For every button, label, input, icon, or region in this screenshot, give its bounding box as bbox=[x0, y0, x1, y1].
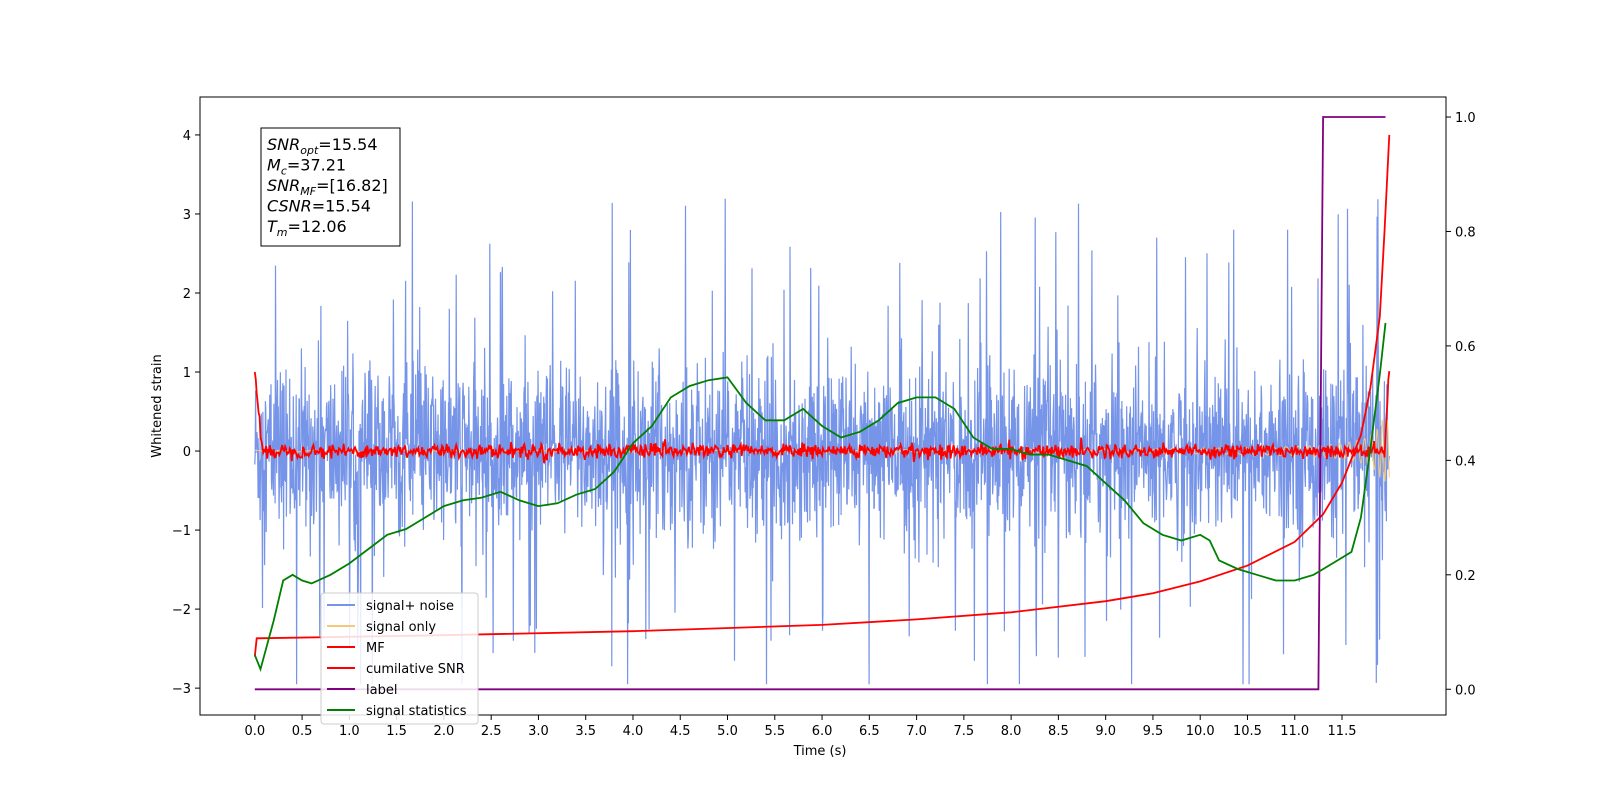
legend-entry: signal+ noise bbox=[327, 599, 454, 614]
annotation-line: Mc=37.21 bbox=[267, 156, 346, 178]
y-tick-label: 1 bbox=[183, 366, 191, 381]
x-tick-label: 11.5 bbox=[1328, 724, 1357, 739]
series-label bbox=[254, 116, 1386, 691]
series-layer bbox=[253, 116, 1391, 691]
x-tick-label: 4.5 bbox=[670, 724, 691, 739]
annotation-line: Tm=12.06 bbox=[267, 217, 347, 239]
annotation-value: =15.54 bbox=[312, 197, 371, 216]
y-tick-label: 4 bbox=[183, 129, 191, 144]
x-tick-label: 1.5 bbox=[386, 724, 407, 739]
y-tick-label: −3 bbox=[172, 682, 191, 697]
x-tick-label: 8.0 bbox=[1001, 724, 1022, 739]
annotation-subscript: MF bbox=[300, 185, 316, 198]
annotation-line: SNRopt=15.54 bbox=[267, 135, 378, 157]
y-tick-label: −2 bbox=[172, 603, 191, 618]
legend-label: signal+ noise bbox=[366, 599, 454, 614]
annotation-subscript: opt bbox=[300, 144, 319, 157]
annotation-symbol: M bbox=[267, 156, 281, 175]
x-axis: 0.0 0.5 1.0 1.5 2.0 2.5 3.0 3.5 4.0 4.5 5.0 5.5 6.0 6… bbox=[244, 715, 1356, 739]
annotation-symbol: SNR bbox=[267, 176, 300, 195]
y2-tick-label: 0.0 bbox=[1455, 683, 1476, 698]
series-signal-statistics bbox=[253, 322, 1387, 673]
legend-frame bbox=[320, 592, 479, 725]
x-tick-label: 5.5 bbox=[764, 724, 785, 739]
y-tick-label: 0 bbox=[183, 445, 191, 460]
x-tick-label: 6.5 bbox=[859, 724, 880, 739]
y2-tick-label: 0.2 bbox=[1455, 569, 1476, 584]
x-tick-label: 7.5 bbox=[954, 724, 975, 739]
x-tick-label: 3.0 bbox=[528, 724, 549, 739]
legend-label: label bbox=[366, 683, 397, 698]
x-tick-label: 11.0 bbox=[1280, 724, 1309, 739]
y2-axis: 0.0 0.2 0.4 0.6 0.8 1.0 bbox=[1446, 111, 1476, 698]
annotation-symbol: T bbox=[267, 217, 278, 236]
y-axis-label: Whitened strain bbox=[150, 354, 165, 457]
legend-entry: label bbox=[327, 683, 397, 698]
series-mf bbox=[253, 370, 1391, 464]
legend-entry: MF bbox=[327, 641, 385, 656]
y-axis: −3 −2 −1 0 1 2 3 4 bbox=[172, 129, 200, 697]
y-tick-label: 2 bbox=[183, 287, 191, 302]
x-tick-label: 0.5 bbox=[292, 724, 313, 739]
x-tick-label: 6.0 bbox=[812, 724, 833, 739]
annotation-symbol: SNR bbox=[267, 135, 300, 154]
plot-frame bbox=[199, 96, 1447, 716]
annotation-subscript: c bbox=[281, 165, 287, 178]
annotation-value: =[16.82] bbox=[316, 176, 388, 195]
series-cumulative-snr bbox=[253, 134, 1391, 657]
x-tick-label: 2.5 bbox=[481, 724, 502, 739]
series-signal-noise bbox=[254, 198, 1390, 685]
annotation-value: =12.06 bbox=[288, 217, 347, 236]
annotation-value: =15.54 bbox=[318, 135, 377, 154]
x-tick-label: 5.0 bbox=[717, 724, 738, 739]
x-tick-label: 2.0 bbox=[434, 724, 455, 739]
legend-entry: signal statistics bbox=[327, 704, 467, 719]
y-tick-label: 3 bbox=[183, 208, 191, 223]
x-tick-label: 9.0 bbox=[1095, 724, 1116, 739]
annotation-box: SNRopt=15.54Mc=37.21SNRMF=[16.82]CSNR=15… bbox=[260, 127, 401, 247]
legend-label: cumilative SNR bbox=[366, 662, 465, 677]
legend-entry: signal only bbox=[327, 620, 436, 635]
x-axis-label: Time (s) bbox=[793, 744, 847, 759]
legend-label: signal statistics bbox=[366, 704, 467, 719]
legend-label: MF bbox=[366, 641, 385, 656]
legend-label: signal only bbox=[366, 620, 436, 635]
x-tick-label: 8.5 bbox=[1048, 724, 1069, 739]
annotation-subscript: m bbox=[277, 226, 288, 239]
x-tick-label: 7.0 bbox=[906, 724, 927, 739]
x-tick-label: 3.5 bbox=[575, 724, 596, 739]
x-tick-label: 10.0 bbox=[1186, 724, 1215, 739]
y2-tick-label: 0.6 bbox=[1455, 340, 1476, 355]
x-tick-label: 4.0 bbox=[623, 724, 644, 739]
x-tick-label: 0.0 bbox=[244, 724, 265, 739]
annotation-line: SNRMF=[16.82] bbox=[267, 176, 388, 198]
legend-entry: cumilative SNR bbox=[327, 662, 465, 677]
annotation-frame bbox=[260, 127, 401, 247]
x-tick-label: 1.0 bbox=[339, 724, 360, 739]
y2-tick-label: 1.0 bbox=[1455, 111, 1476, 126]
legend: signal+ noise signal only MF cumilative SNR… bbox=[320, 592, 479, 725]
x-tick-label: 10.5 bbox=[1233, 724, 1262, 739]
y-tick-label: −1 bbox=[172, 524, 191, 539]
annotation-symbol: CSNR bbox=[267, 197, 312, 216]
annotation-value: =37.21 bbox=[287, 156, 346, 175]
y2-tick-label: 0.8 bbox=[1455, 225, 1476, 240]
annotation-line: CSNR=15.54 bbox=[267, 197, 371, 216]
y2-tick-label: 0.4 bbox=[1455, 454, 1476, 469]
x-tick-label: 9.5 bbox=[1143, 724, 1164, 739]
